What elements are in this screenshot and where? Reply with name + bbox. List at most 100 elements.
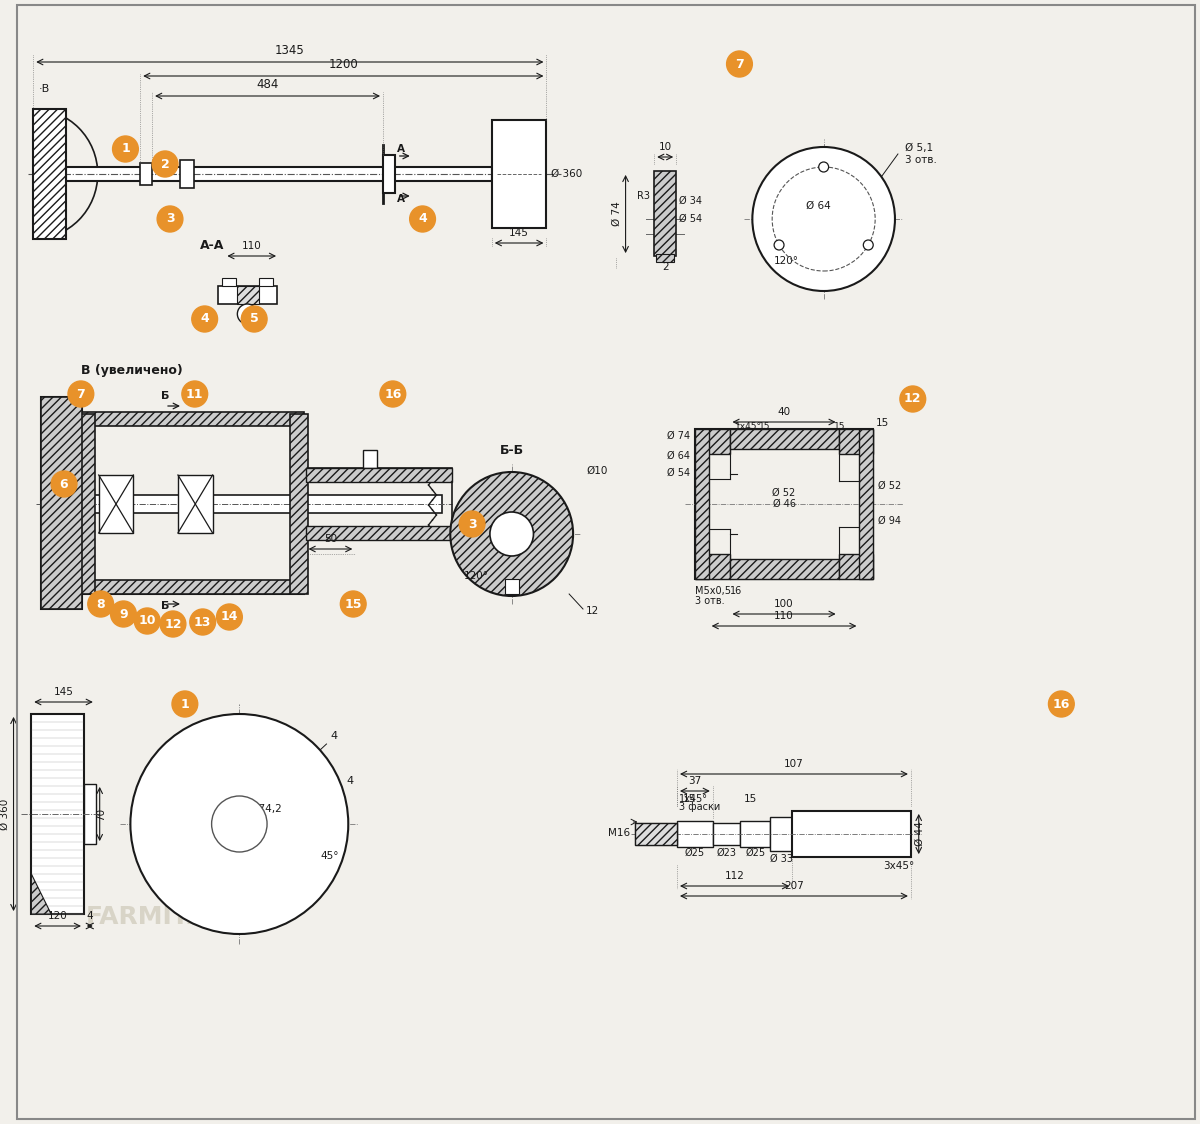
Bar [695,554,730,579]
Text: Ø 360: Ø 360 [0,798,10,830]
Circle shape [863,241,874,250]
Circle shape [131,714,348,934]
Text: 16: 16 [730,586,742,596]
Bar [80,414,304,593]
Circle shape [900,386,925,413]
Bar [656,254,674,262]
Text: 3 отв.: 3 отв. [695,596,725,606]
Text: Ø 74,2: Ø 74,2 [247,804,282,814]
Bar [222,278,236,285]
Bar [306,468,452,482]
Text: 5: 5 [250,312,258,326]
Text: Ø25: Ø25 [685,847,704,858]
Text: Б: Б [161,391,169,401]
Text: 1x45°: 1x45° [734,422,762,430]
Text: 107: 107 [784,759,804,769]
Text: 145: 145 [509,228,529,238]
Text: 50: 50 [324,534,337,544]
Text: M16: M16 [608,828,630,839]
Bar [505,579,518,593]
Circle shape [113,136,138,162]
Bar [178,475,212,533]
Text: 12: 12 [586,606,599,616]
Polygon shape [31,874,52,914]
Text: 13: 13 [194,616,211,628]
Text: 37: 37 [689,776,702,786]
Text: 3 фаски: 3 фаски [679,803,720,812]
Text: 1: 1 [121,143,130,155]
Text: 120°: 120° [464,571,490,581]
Bar [140,163,152,185]
Text: Б: Б [161,601,169,611]
Text: 4: 4 [330,731,337,741]
Bar [56,490,66,518]
Circle shape [160,611,186,637]
Text: 10: 10 [659,142,672,152]
Text: Ø 34: Ø 34 [679,196,702,206]
Text: 15: 15 [834,422,845,430]
Circle shape [774,241,784,250]
Circle shape [68,381,94,407]
Text: В (увеличено): В (увеличено) [80,364,182,377]
Bar [259,278,274,285]
Circle shape [211,796,268,852]
Text: 4: 4 [86,910,94,921]
Bar [306,526,452,540]
Text: 1: 1 [180,698,190,710]
Text: 40: 40 [778,407,791,417]
Circle shape [152,151,178,176]
Text: 484: 484 [257,78,278,91]
Bar [792,812,911,856]
Bar [40,154,61,194]
Circle shape [490,513,534,556]
Circle shape [752,147,895,291]
Circle shape [818,162,829,172]
Bar [859,429,874,579]
Text: 12: 12 [164,617,181,631]
Text: 7: 7 [77,388,85,400]
Text: Б-Б: Б-Б [499,444,523,457]
Circle shape [216,604,242,629]
Circle shape [1049,691,1074,717]
Text: Ø 44: Ø 44 [914,822,925,846]
Text: 15: 15 [760,422,770,430]
Text: 207: 207 [784,881,804,891]
Text: 1x45°: 1x45° [679,794,708,804]
Bar [80,580,304,593]
Text: 70: 70 [96,807,106,821]
Bar [654,171,676,256]
Text: 1200: 1200 [329,58,359,71]
Text: 45°: 45° [320,851,340,861]
Circle shape [727,51,752,78]
Text: 110: 110 [774,611,794,620]
Bar [34,109,66,239]
Bar [695,429,874,579]
Text: 6: 6 [60,478,68,490]
Circle shape [409,206,436,232]
Bar [730,559,839,579]
Circle shape [88,591,114,617]
Bar [41,397,82,609]
Text: 120°: 120° [774,256,799,266]
Text: Ø 54: Ø 54 [667,468,690,478]
Text: 3x45°: 3x45° [883,861,914,871]
Text: Ø 52: Ø 52 [773,488,796,498]
Bar [383,155,395,193]
Text: 3 отв.: 3 отв. [905,155,937,165]
Circle shape [238,303,257,324]
Bar [41,495,443,513]
Text: 3: 3 [468,517,476,531]
Text: 11: 11 [186,388,204,400]
Bar [84,785,96,844]
Text: 1345: 1345 [275,44,305,57]
Bar [80,413,304,426]
Text: 15: 15 [344,598,362,610]
Text: ·В: ·В [38,84,49,94]
Circle shape [380,381,406,407]
Text: 120: 120 [48,910,67,921]
Circle shape [172,691,198,717]
Bar [636,823,677,845]
Circle shape [182,381,208,407]
Text: Ø 33: Ø 33 [769,854,792,864]
Circle shape [460,511,485,537]
